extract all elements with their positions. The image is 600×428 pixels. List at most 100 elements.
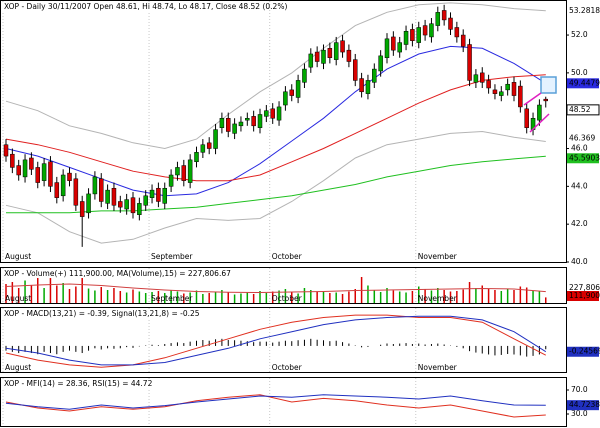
candle-body <box>92 176 98 195</box>
candle-body <box>187 159 193 183</box>
y-tick-label: 50.0 <box>571 68 588 77</box>
candle-body <box>60 174 66 197</box>
candle-body <box>448 17 453 30</box>
y-tick-label: 46.0 <box>571 144 588 153</box>
candle-body <box>162 187 167 204</box>
x-tick-label: October <box>272 363 303 372</box>
oscillator-line <box>5 394 546 418</box>
candle-body <box>467 44 472 81</box>
candle-body <box>435 12 441 26</box>
candle-body <box>181 165 187 181</box>
candle-body <box>41 163 47 181</box>
title-bg <box>2 379 162 388</box>
value-tag-bg <box>567 346 599 357</box>
candle-body <box>372 68 377 83</box>
oscillator-line <box>5 394 546 410</box>
candle-body <box>295 80 301 98</box>
macd-panel <box>0 307 567 373</box>
candle-body <box>543 98 548 102</box>
title-bg <box>2 2 252 11</box>
candle-body <box>397 42 402 53</box>
candle-body <box>16 165 21 176</box>
value-tag: 46.369 <box>569 134 595 143</box>
candle-body <box>378 55 383 72</box>
candle-body <box>333 42 339 60</box>
candle-body <box>384 38 390 58</box>
candle-body <box>264 110 269 117</box>
candle-body <box>327 48 333 58</box>
annotation-line <box>523 92 542 106</box>
candle-body <box>511 82 517 96</box>
candle-body <box>518 85 523 108</box>
candle-body <box>29 157 34 170</box>
candle-body <box>416 27 421 43</box>
candle-body <box>365 80 371 94</box>
candle-body <box>245 118 250 121</box>
candle-body <box>137 203 142 215</box>
candle-body <box>460 34 466 47</box>
value-tag: 53.2818 <box>569 6 600 15</box>
mfi-title: XOP - MFI(14) = 28.36, RSI(15) = 44.72 <box>4 379 153 388</box>
y-tick-label: 40.0 <box>571 257 588 266</box>
candle-body <box>206 142 212 149</box>
indicator-line <box>6 155 546 214</box>
mfi-panel <box>0 377 567 427</box>
x-tick-label: September <box>151 294 193 303</box>
annotation-line <box>529 113 550 133</box>
indicator-line <box>5 130 546 244</box>
candle-body <box>353 59 358 81</box>
value-tag-bg <box>566 104 600 116</box>
candle-body <box>537 104 542 121</box>
candle-body <box>499 91 504 96</box>
value-tag-bg <box>567 400 599 411</box>
candle-body <box>156 187 161 202</box>
candle-body <box>86 193 91 214</box>
value-tag-bg <box>567 133 599 144</box>
candle-body <box>143 195 148 206</box>
candle-body <box>35 167 40 183</box>
x-tick-label: August <box>5 363 31 372</box>
candle-body <box>454 27 460 38</box>
y-tick-label: 30.0 <box>571 409 588 418</box>
candle-body <box>118 201 123 208</box>
x-tick-label: September <box>151 252 193 261</box>
y-tick-label: 52.0 <box>571 30 588 39</box>
value-tag: 49.4479 <box>569 78 600 87</box>
value-tag: -0.24569 <box>569 347 600 356</box>
candle-body <box>200 144 206 153</box>
indicator-line <box>5 2 546 150</box>
x-tick-label: November <box>418 294 458 303</box>
annotation-box <box>540 76 557 94</box>
candle-body <box>213 129 218 149</box>
candle-body <box>270 108 275 119</box>
x-tick-label: October <box>272 252 303 261</box>
macd-title: XOP - MACD(13,21) = -0.39, Signal(13,21,… <box>4 309 200 318</box>
candle-body <box>10 153 15 168</box>
y-tick-label: 42.0 <box>571 219 588 228</box>
candle-body <box>238 121 244 127</box>
candle-body <box>149 189 155 198</box>
candle-body <box>105 189 110 204</box>
candle-body <box>473 74 479 83</box>
candle-body <box>302 68 307 83</box>
candle-body <box>359 78 364 93</box>
candle-body <box>441 10 447 21</box>
x-tick-label: October <box>272 294 303 303</box>
y-tick-label: 70.0 <box>571 385 588 394</box>
price-panel <box>0 0 567 263</box>
candle-body <box>308 53 314 68</box>
y-tick-label: 44.0 <box>571 181 588 190</box>
candle-body <box>340 40 345 53</box>
x-tick-label: November <box>418 363 458 372</box>
candle-body <box>283 91 288 106</box>
candle-body <box>194 152 199 163</box>
candle-body <box>168 174 174 187</box>
volume-title: XOP - Volume(+) 111,900.00, MA(Volume),1… <box>4 269 231 278</box>
candle-body <box>111 187 117 206</box>
candle-body <box>346 49 352 62</box>
candle-body <box>130 197 136 214</box>
candle-body <box>429 23 434 38</box>
candle-body <box>486 80 491 89</box>
candle-body <box>226 118 231 132</box>
